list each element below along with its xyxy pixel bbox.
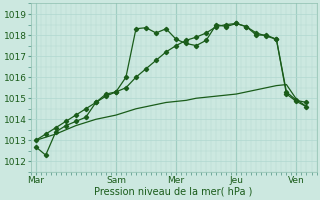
X-axis label: Pression niveau de la mer( hPa ): Pression niveau de la mer( hPa ) <box>94 187 253 197</box>
